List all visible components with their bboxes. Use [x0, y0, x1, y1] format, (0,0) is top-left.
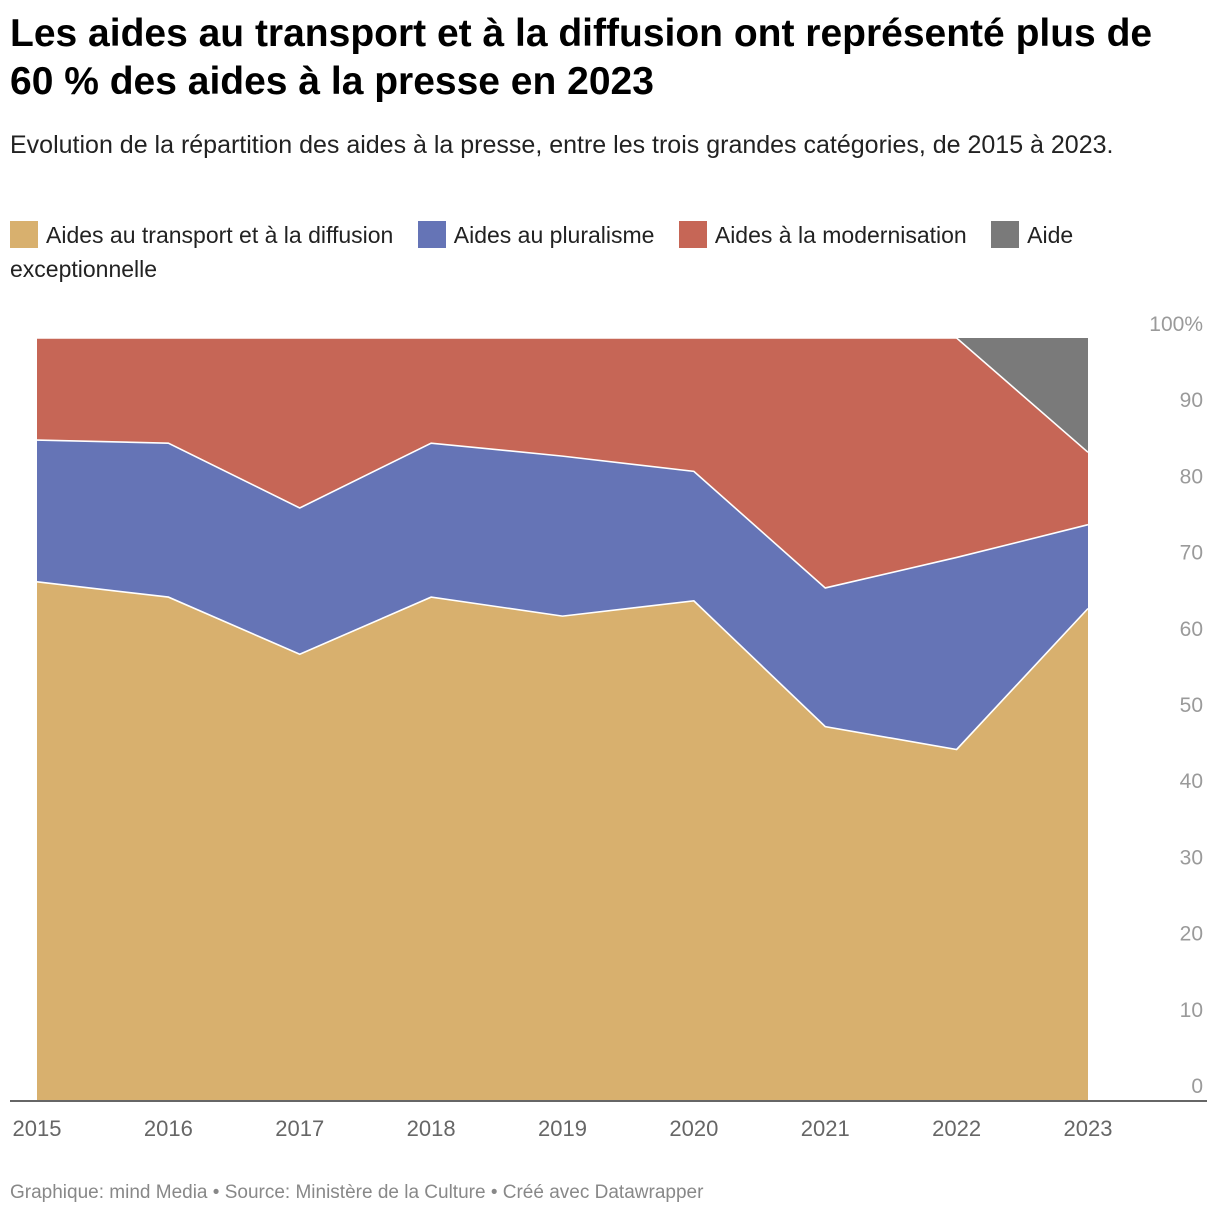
chart-title: Les aides au transport et à la diffusion… — [10, 12, 1153, 103]
y-tick-label: 60 — [1180, 618, 1203, 641]
y-tick-label: 10 — [1180, 999, 1203, 1022]
y-tick-label: 30 — [1180, 846, 1203, 869]
legend: Aides au transport et à la diffusion Aid… — [10, 218, 1120, 286]
legend-item-exceptionnelle: Aide exceptionnelle — [10, 221, 1074, 282]
legend-swatch-modernisation — [678, 221, 707, 248]
y-tick-label: 50 — [1180, 694, 1203, 717]
y-tick-label: 0 — [1191, 1075, 1203, 1098]
legend-item-modernisation: Aides à la modernisation — [678, 221, 967, 248]
legend-item-transport: Aides au transport et à la diffusion — [10, 221, 394, 248]
series-boundary-line — [36, 581, 1089, 751]
legend-swatch-exceptionnelle — [991, 221, 1020, 248]
legend-swatch-pluralisme — [417, 221, 446, 248]
series-boundary-line — [36, 439, 1089, 589]
area-exceptionnelle — [37, 338, 1088, 453]
y-tick-label: 80 — [1180, 465, 1203, 488]
legend-label-exceptionnelle: Aide exceptionnelle — [10, 222, 1074, 282]
x-tick-label: 2018 — [407, 1116, 456, 1141]
legend-label-modernisation: Aides à la modernisation — [714, 222, 967, 248]
x-tick-label: 2017 — [275, 1116, 324, 1141]
chart-footer: Graphique: mind Media • Source: Ministèr… — [10, 1182, 704, 1203]
area-pluralisme — [37, 440, 1088, 750]
y-tick-label: 40 — [1180, 770, 1203, 793]
x-tick-label: 2021 — [801, 1116, 850, 1141]
stacked-area-chart: 0 10 20 30 40 50 60 70 80 90 100% 2015 2016 2017 2018 2… — [10, 313, 1207, 1141]
x-tick-label: 2023 — [1064, 1116, 1113, 1141]
y-tick-label: 20 — [1180, 923, 1203, 946]
y-tick-label: 90 — [1180, 389, 1203, 412]
chart-subtitle: Evolution de la répartition des aides à … — [10, 131, 1114, 159]
x-tick-label: 2016 — [144, 1116, 193, 1141]
legend-label-pluralisme: Aides au pluralisme — [453, 222, 655, 248]
legend-label-transport: Aides au transport et à la diffusion — [46, 222, 394, 248]
x-tick-label: 2019 — [538, 1116, 587, 1141]
x-tick-label: 2022 — [932, 1116, 981, 1141]
area-modernisation — [37, 338, 1088, 588]
legend-item-pluralisme: Aides au pluralisme — [417, 221, 655, 248]
legend-swatch-transport — [10, 221, 38, 248]
series-boundary-line — [37, 337, 1089, 453]
x-tick-label: 2020 — [669, 1116, 718, 1141]
area-transport — [37, 581, 1088, 1100]
y-tick-label: 100% — [1149, 313, 1203, 336]
y-tick-label: 70 — [1180, 542, 1203, 565]
x-tick-label: 2015 — [13, 1116, 62, 1141]
